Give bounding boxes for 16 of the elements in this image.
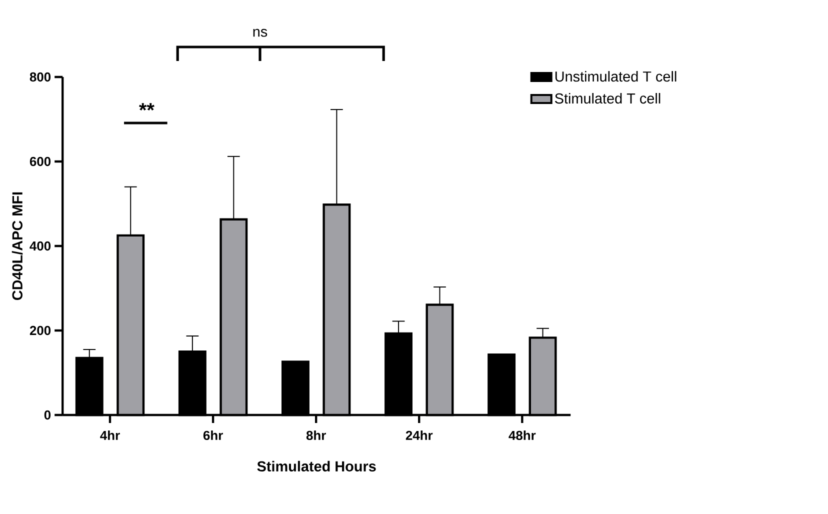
y-tick-label: 0 [44, 410, 51, 420]
legend-label: Stimulated T cell [555, 93, 660, 104]
x-tick-label: 24hr [406, 430, 433, 440]
text: ns [253, 28, 268, 37]
x-tick-label: 48hr [508, 430, 536, 440]
x-tick-label: 6hr [203, 430, 223, 440]
y-tick-label: 200 [30, 326, 51, 336]
y-tick-label: 400 [30, 241, 51, 251]
legend-label: Unstimulated T cell [555, 71, 676, 82]
y-axis-title: CD40L/APC MFI [12, 192, 23, 300]
annotation: ** [139, 103, 154, 110]
x-tick-label: 8hr [306, 430, 326, 440]
y-tick-label: 800 [30, 72, 51, 82]
x-axis-title: Stimulated Hours [257, 460, 376, 472]
x-tick-label: 4hr [100, 430, 120, 440]
y-tick-label: 600 [30, 156, 51, 166]
